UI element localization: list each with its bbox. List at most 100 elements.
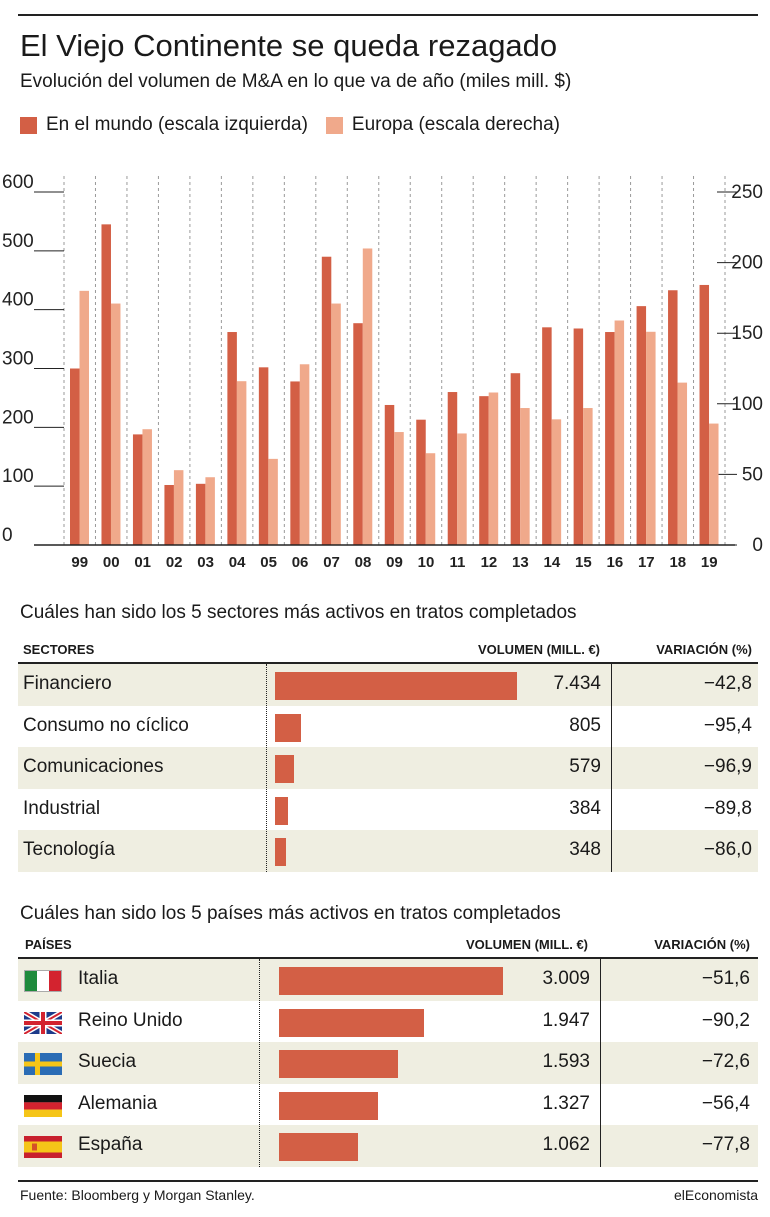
- sector-volume-bar: [275, 838, 287, 866]
- bar-world-17: [636, 306, 647, 545]
- bar-europe-99: [79, 290, 89, 545]
- left-tick-label: 200: [2, 407, 34, 428]
- bar-world-05: [258, 367, 269, 545]
- bar-europe-19: [709, 423, 719, 545]
- sectors-header-variation: VARIACIÓN (%): [656, 642, 752, 657]
- sector-volume-bar: [275, 755, 294, 783]
- country-volume-bar: [279, 967, 503, 995]
- uk-flag-icon: [22, 1009, 64, 1036]
- bar-world-03: [195, 483, 206, 545]
- sector-volume-value: 579: [569, 756, 601, 777]
- sector-volume-value: 805: [569, 714, 601, 736]
- sectors-header-volume: VOLUMEN (MILL. €): [477, 642, 600, 657]
- legend-item-europe: Europa (escala derecha): [325, 112, 560, 138]
- country-name: Italia: [78, 968, 119, 989]
- country-variation-value: −77,8: [701, 1134, 750, 1155]
- x-tick-label: 03: [197, 554, 214, 571]
- country-dotted-divider: [259, 959, 260, 1167]
- sector-variation-value: −95,4: [703, 714, 752, 736]
- country-variation-value: −72,6: [701, 1051, 750, 1072]
- bar-world-12: [479, 396, 489, 545]
- x-tick-label: 19: [701, 554, 718, 571]
- right-tick-label: 200: [731, 253, 763, 274]
- countries-header-name: PAÍSES: [25, 937, 72, 952]
- bar-world-11: [447, 392, 458, 545]
- bar-world-02: [164, 484, 174, 545]
- left-tick-label: 400: [2, 290, 34, 311]
- countries-header-variation: VARIACIÓN (%): [654, 937, 750, 952]
- bar-europe-01: [142, 429, 152, 545]
- country-volume-value: 3.009: [542, 968, 590, 989]
- bar-world-09: [384, 404, 395, 545]
- x-tick-label: 00: [103, 554, 120, 571]
- x-tick-label: 13: [512, 554, 529, 571]
- x-tick-label: 11: [450, 554, 466, 571]
- left-tick-label: 0: [2, 525, 13, 546]
- right-tick-label: 100: [731, 394, 763, 415]
- bar-world-15: [573, 328, 584, 545]
- bar-europe-17: [646, 331, 656, 545]
- sector-row: Consumo no cíclico 805 −95,4: [18, 706, 758, 748]
- x-tick-label: 06: [292, 554, 309, 571]
- bar-europe-11: [457, 433, 467, 545]
- x-tick-label: 12: [481, 554, 498, 571]
- sector-volume-value: 7.434: [553, 673, 601, 694]
- x-tick-label: 99: [71, 554, 88, 571]
- chart-legend: En el mundo (escala izquierda) Europa (e…: [20, 112, 578, 138]
- bar-europe-13: [520, 408, 530, 545]
- country-volume-bar: [279, 1091, 378, 1120]
- bar-world-04: [227, 332, 237, 545]
- bar-world-18: [668, 290, 678, 545]
- sector-row: Tecnología 348 −86,0: [18, 830, 758, 872]
- x-tick-label: 14: [544, 554, 561, 571]
- country-column-separator: [600, 959, 601, 1167]
- bar-world-06: [290, 381, 300, 545]
- sector-name: Industrial: [23, 797, 101, 819]
- country-row: Reino Unido 1.947 −90,2: [18, 1001, 758, 1043]
- bar-europe-18: [677, 382, 688, 545]
- country-volume-value: 1.593: [542, 1051, 590, 1072]
- bar-world-01: [132, 434, 143, 545]
- sectors-header-name: SECTORES: [23, 642, 95, 657]
- right-tick-label: 0: [752, 535, 763, 556]
- legend-label-europe: Europa (escala derecha): [351, 114, 560, 135]
- country-variation-value: −51,6: [701, 968, 750, 989]
- bar-europe-03: [205, 477, 215, 545]
- sector-name: Tecnología: [23, 839, 115, 860]
- x-tick-label: 16: [606, 554, 623, 571]
- bar-world-16: [605, 332, 615, 545]
- sector-name: Financiero: [23, 673, 112, 694]
- sectors-header: SECTORES VOLUMEN (MILL. €) VARIACIÓN (%): [18, 638, 758, 664]
- country-volume-bar: [279, 1133, 359, 1161]
- brand-logo: elEconomista: [673, 1187, 758, 1203]
- x-tick-label: 15: [575, 554, 592, 571]
- bar-europe-07: [331, 303, 341, 545]
- sector-dotted-divider: [266, 664, 267, 872]
- countries-body: Italia 3.009 −51,6 Reino Unido 1.947 −90,2 Sue…: [18, 959, 758, 1167]
- left-tick-label: 500: [2, 231, 34, 252]
- bar-europe-16: [614, 320, 625, 545]
- country-row: Suecia 1.593 −72,6: [18, 1042, 758, 1084]
- sectors-body: Financiero 7.434 −42,8 Consumo no cíclico 80…: [18, 664, 758, 872]
- country-row: Alemania 1.327 −56,4: [18, 1084, 758, 1126]
- sector-variation-value: −89,8: [703, 797, 752, 819]
- sector-row: Financiero 7.434 −42,8: [18, 664, 758, 706]
- bar-europe-02: [173, 470, 184, 545]
- right-tick-label: 50: [742, 464, 763, 485]
- bar-europe-04: [236, 381, 247, 545]
- sector-volume-bar: [275, 713, 302, 742]
- page-title: El Viejo Continente se queda rezagado: [20, 28, 558, 63]
- sector-variation-value: −96,9: [703, 756, 752, 777]
- x-tick-label: 02: [166, 554, 183, 571]
- right-tick-label: 150: [731, 323, 763, 344]
- bar-europe-06: [299, 364, 310, 545]
- x-tick-label: 01: [134, 554, 151, 571]
- country-name: España: [78, 1134, 143, 1155]
- bottom-rule: [18, 1180, 758, 1182]
- x-tick-label: 10: [418, 554, 435, 571]
- sector-volume-value: 348: [569, 839, 601, 860]
- sector-volume-bar: [275, 672, 517, 700]
- country-volume-bar: [279, 1008, 424, 1037]
- italy-flag-icon: [24, 970, 62, 992]
